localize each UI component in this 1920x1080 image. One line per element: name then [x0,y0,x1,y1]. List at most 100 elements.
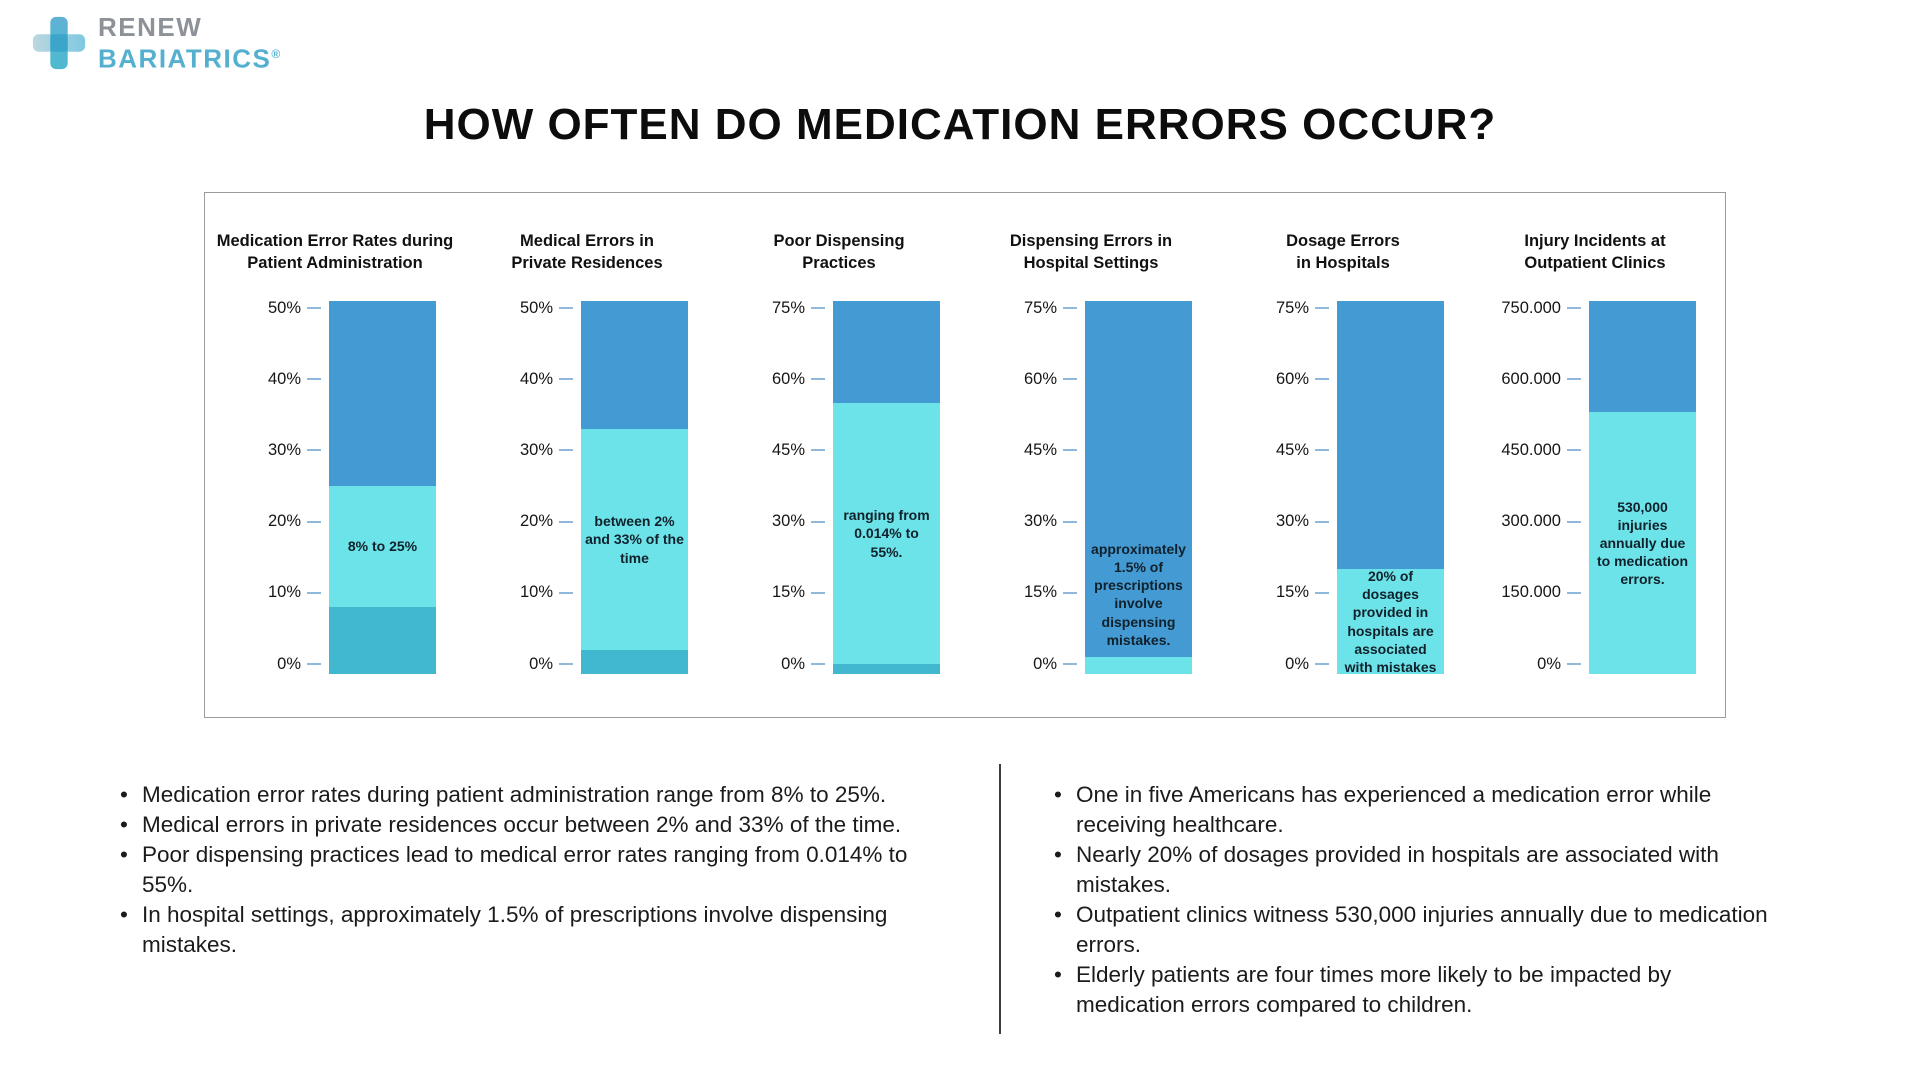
tick-label: 75% [1023,298,1057,317]
bar-segment-highlight [833,402,940,674]
tick-label: 150.000 [1501,583,1561,602]
chart-title-line: Medical Errors in [520,232,654,250]
tick-label: 450.000 [1501,440,1561,459]
axis-tick: 75% [737,297,825,319]
chart-column: Medication Error Rates during Patient Adm… [209,193,461,717]
bar: approximately 1.5% of prescriptions invo… [1085,301,1192,674]
tick-line [1567,378,1581,381]
tick-line [1315,378,1329,381]
axis-tick: 10% [233,582,321,604]
tick-line [1567,307,1581,309]
axis-tick: 60% [1241,368,1329,390]
tick-label: 15% [771,583,805,602]
axis-tick: 30% [1241,511,1329,533]
axis-tick: 50% [233,297,321,319]
axis-tick: 60% [737,368,825,390]
chart-title-line: Hospital Settings [1023,253,1159,272]
logo-renew-text: RENEW [98,12,203,42]
tick-label: 0% [1033,654,1057,673]
bullet-item: Medical errors in private residences occ… [112,810,944,840]
axis-tick: 0% [485,653,573,675]
tick-label: 20% [267,512,301,531]
chart-title-line: Medication Error Rates during [216,232,454,250]
tick-label: 0% [277,654,301,673]
axis-tick: 40% [485,368,573,390]
registered-mark: ® [271,47,281,61]
bar: 8% to 25% [329,301,436,674]
logo-bariatrics-word: BARIATRICS [98,43,272,74]
axis-tick: 300.000 [1493,511,1581,533]
chart-title-line: in Hospitals [1296,253,1390,272]
bullet-list-left: Medication error rates during patient ad… [112,780,944,960]
bar-segment-highlight [581,429,688,674]
axis-tick: 75% [1241,297,1329,319]
chart-column: Injury Incidents at Outpatient Clinics 750… [1469,193,1721,717]
bullet-item: Elderly patients are four times more lik… [1046,960,1786,1020]
tick-line [1063,378,1077,381]
tick-line [1063,591,1077,594]
tick-line [811,449,825,452]
tick-line [1315,591,1329,594]
axis-tick: 60% [989,368,1077,390]
axis-tick: 0% [737,653,825,675]
bullet-item: Outpatient clinics witness 530,000 injur… [1046,900,1786,960]
tick-line [559,378,573,381]
tick-line [811,378,825,381]
tick-label: 10% [519,583,553,602]
tick-label: 40% [267,369,301,388]
charts-row: Medication Error Rates during Patient Adm… [205,193,1725,717]
chart-title: Injury Incidents at Outpatient Clinics [1524,231,1665,274]
tick-line [1315,307,1329,309]
tick-line [307,449,321,452]
chart-title-line: Dispensing Errors in [1009,232,1173,250]
chart-title-line: Patient Administration [247,253,423,272]
axis-tick: 150.000 [1493,582,1581,604]
tick-label: 750.000 [1501,298,1561,317]
chart-plot: 75% 60% 45% 30% 15% 0% 20% of dosages provided… [1241,299,1445,675]
bullet-item: Poor dispensing practices lead to medica… [112,840,944,900]
chart-column: Medical Errors in Private Residences 50% 40… [461,193,713,717]
axis-tick: 15% [989,582,1077,604]
axis-tick: 15% [1241,582,1329,604]
tick-label: 600.000 [1501,369,1561,388]
bar-segment-low [329,607,436,674]
tick-label: 75% [1275,298,1309,317]
tick-line [1063,307,1077,309]
bar-segment-low [581,649,688,674]
axis-tick: 30% [233,439,321,461]
axis-tick: 30% [989,511,1077,533]
tick-line [1315,520,1329,523]
tick-label: 50% [519,298,553,317]
bar: between 2% and 33% of the time [581,301,688,674]
bullet-item: Medication error rates during patient ad… [112,780,944,810]
tick-label: 30% [1275,512,1309,531]
tick-line [307,520,321,523]
tick-line [307,591,321,594]
chart-title: Dosage Errors in Hospitals [1286,231,1400,274]
logo-bariatrics-text: BARIATRICS® [98,41,280,73]
axis-tick: 20% [485,511,573,533]
tick-label: 40% [519,369,553,388]
chart-title-line: Private Residences [511,253,663,272]
chart-title: Poor Dispensing Practices [773,231,904,274]
tick-label: 60% [1023,369,1057,388]
tick-line [559,520,573,523]
chart-title-line: Injury Incidents at [1524,232,1666,250]
tick-line [811,520,825,523]
tick-line [1063,449,1077,452]
tick-label: 0% [529,654,553,673]
chart-plot: 750.000 600.000 450.000 300.000 150.000 0% 530… [1493,298,1697,674]
tick-label: 0% [1285,654,1309,673]
chart-title: Medical Errors in Private Residences [511,231,662,274]
tick-line [1315,663,1329,665]
axis-tick: 10% [485,582,573,604]
tick-line [811,591,825,594]
tick-label: 75% [771,298,805,317]
charts-panel: Medication Error Rates during Patient Adm… [204,192,1726,718]
tick-label: 30% [1023,512,1057,531]
tick-line [1315,449,1329,452]
tick-label: 30% [267,440,301,459]
tick-label: 10% [267,583,301,602]
chart-title-line: Practices [802,253,876,272]
tick-label: 60% [771,369,805,388]
